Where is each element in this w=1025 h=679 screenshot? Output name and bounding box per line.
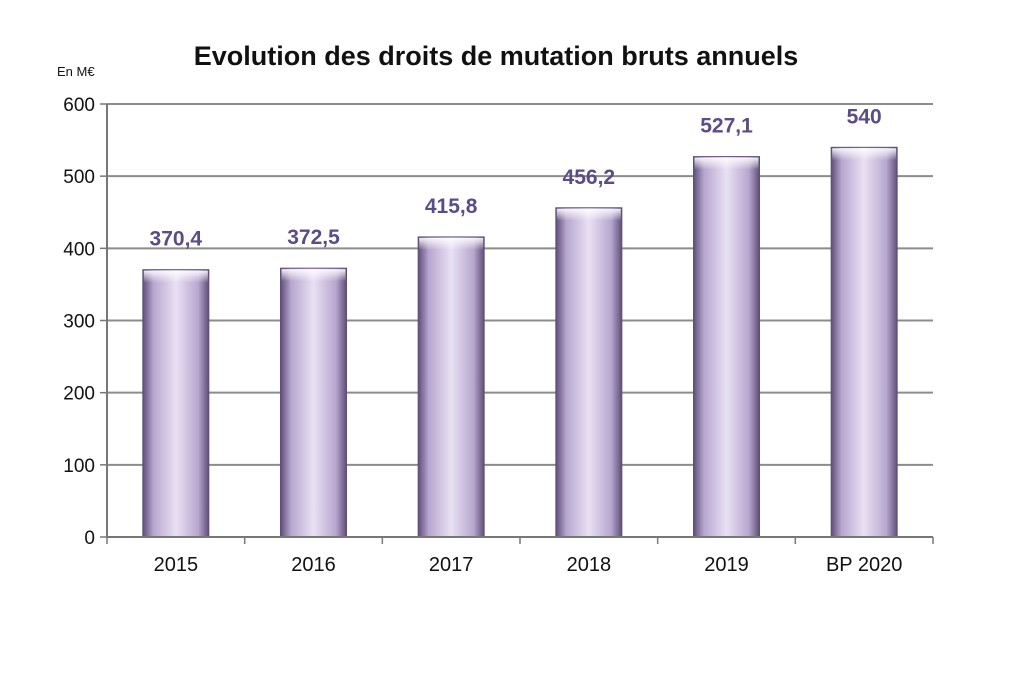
bar-highlight	[419, 237, 484, 250]
bar-highlight	[281, 269, 346, 282]
data-label: 456,2	[563, 166, 616, 189]
y-tick-label: 100	[63, 456, 95, 477]
y-tick-label: 500	[63, 167, 95, 188]
bar-highlight	[694, 157, 759, 170]
x-axis-ticks: 2015 2016 2017 2018 2019 BP 2020	[106, 537, 934, 576]
bar-body	[693, 156, 760, 538]
gridlines	[107, 103, 933, 466]
data-label: 415,8	[425, 195, 478, 218]
bar	[417, 236, 485, 538]
y-axis-ticks: 0 100 200 300 400 500 600	[63, 95, 107, 549]
y-tick-label: 300	[63, 312, 95, 333]
chart-title: Evolution des droits de mutation bruts a…	[194, 41, 799, 71]
x-tick-label: 2019	[704, 554, 749, 576]
y-unit-label: En M€	[57, 64, 95, 79]
data-label: 540	[847, 105, 882, 128]
bar-body	[142, 269, 210, 538]
y-tick-label: 200	[63, 384, 95, 405]
y-tick-label: 0	[84, 528, 95, 549]
x-tick-label: 2015	[154, 554, 199, 576]
bar-highlight	[832, 148, 897, 161]
bar-highlight	[143, 270, 208, 283]
bars	[142, 146, 898, 538]
x-tick-label: 2016	[291, 554, 336, 576]
bar	[555, 207, 623, 538]
y-tick-label: 400	[63, 239, 95, 260]
bar	[142, 269, 210, 538]
bar	[693, 156, 760, 538]
bar-highlight	[556, 208, 621, 221]
data-labels: 370,4 372,5 415,8 456,2 527,1 540	[150, 105, 882, 250]
bar-body	[555, 207, 623, 538]
data-label: 527,1	[700, 115, 753, 138]
bar	[830, 146, 898, 538]
bar-body	[417, 236, 485, 538]
x-tick-label: 2017	[429, 554, 474, 576]
bar-body	[280, 267, 347, 538]
data-label: 372,5	[287, 226, 340, 249]
x-tick-label: 2018	[567, 554, 612, 576]
bar-body	[830, 146, 898, 538]
bar	[280, 267, 347, 538]
y-tick-label: 600	[63, 95, 95, 116]
data-label: 370,4	[150, 228, 203, 251]
x-tick-label: BP 2020	[826, 554, 902, 576]
